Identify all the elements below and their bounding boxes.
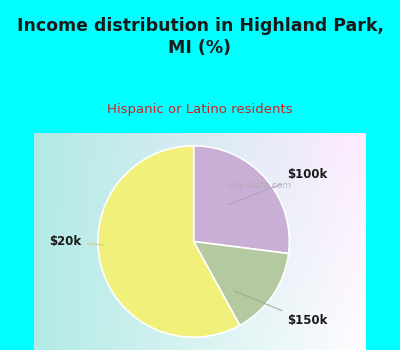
Text: $150k: $150k bbox=[234, 291, 327, 328]
Wedge shape bbox=[98, 146, 240, 337]
Wedge shape bbox=[194, 241, 288, 326]
Text: Hispanic or Latino residents: Hispanic or Latino residents bbox=[107, 103, 293, 116]
Text: $100k: $100k bbox=[228, 168, 327, 205]
Text: City-Data.com: City-Data.com bbox=[228, 181, 292, 190]
Text: $20k: $20k bbox=[49, 235, 104, 248]
Wedge shape bbox=[194, 146, 289, 253]
Text: Income distribution in Highland Park,
MI (%): Income distribution in Highland Park, MI… bbox=[16, 17, 384, 57]
